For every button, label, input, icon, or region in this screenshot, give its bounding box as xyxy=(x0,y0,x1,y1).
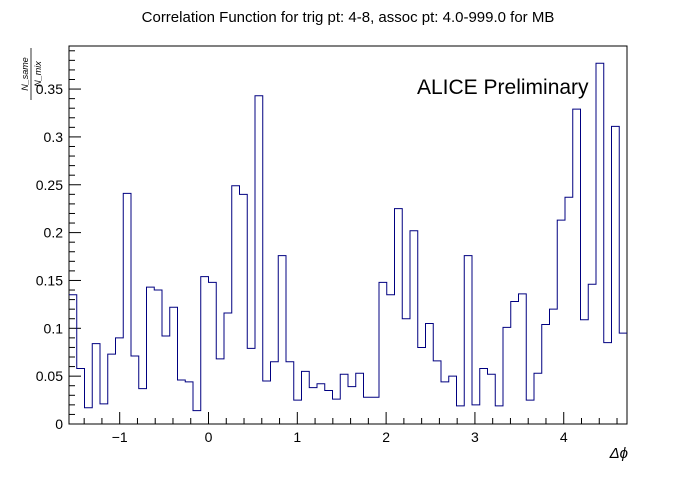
histogram-series xyxy=(69,62,627,412)
x-axis-title: Δϕ xyxy=(609,445,628,462)
chart-title: Correlation Function for trig pt: 4-8, a… xyxy=(142,9,555,26)
plot-frame xyxy=(68,45,628,425)
y-tick-label: 0.35 xyxy=(36,81,63,97)
y-tick-label: 0.05 xyxy=(36,368,63,384)
y-axis-title-numerator: N_same xyxy=(20,57,30,91)
x-tick-label: 4 xyxy=(560,429,568,445)
x-tick-label: 2 xyxy=(382,429,390,445)
y-tick-label: 0.2 xyxy=(44,225,64,241)
x-tick-label: 0 xyxy=(205,429,213,445)
plot-area-border xyxy=(68,45,628,425)
alice-preliminary-label: ALICE Preliminary xyxy=(417,76,589,99)
y-tick-label: 0.25 xyxy=(36,177,63,193)
x-tick-label: 3 xyxy=(471,429,479,445)
x-tick-label: 1 xyxy=(293,429,301,445)
y-axis: 0.05 0.1 0.15 0.2 0.25 0.3 0.35 0 xyxy=(36,50,81,432)
y-axis-title: N_same N_mix xyxy=(20,48,43,100)
y-tick-label: 0.15 xyxy=(36,272,63,288)
y-tick-label: 0.3 xyxy=(44,129,64,145)
x-tick-label: −1 xyxy=(112,429,128,445)
y-tick-label: 0.1 xyxy=(44,320,64,336)
x-axis: −1 0 1 2 3 4 xyxy=(83,412,618,445)
y-axis-title-denominator: N_mix xyxy=(33,61,43,87)
y-tick-label: 0 xyxy=(55,416,63,432)
